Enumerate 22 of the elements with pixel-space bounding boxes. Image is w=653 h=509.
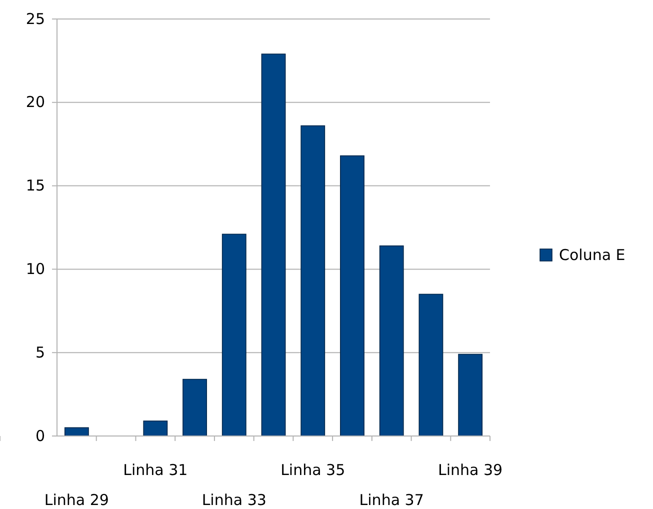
bar: [340, 155, 364, 436]
y-tick-label: 5: [35, 343, 45, 362]
bar: [182, 378, 207, 436]
bar: [222, 234, 246, 436]
x-tick-label: Linha 33: [202, 491, 266, 509]
y-tick-label: 10: [26, 260, 45, 278]
x-tick-label: Linha 35: [280, 461, 346, 479]
bar: [418, 294, 444, 436]
bar: [143, 420, 168, 436]
x-tick-label: Linha 31: [123, 461, 188, 479]
x-tick-label: Linha 29: [44, 491, 109, 509]
bar: [300, 125, 326, 436]
bar: [379, 245, 404, 436]
y-tick-label: 15: [26, 176, 45, 195]
legend-label: Coluna E: [559, 246, 626, 264]
y-tick-label: 20: [26, 93, 45, 112]
bar: [261, 54, 286, 436]
bar: [458, 354, 483, 436]
y-tick-label: 0: [35, 426, 45, 445]
x-tick-label: Linha 39: [438, 461, 503, 479]
x-tick-label: Linha 37: [359, 491, 424, 509]
y-tick-label: 25: [26, 10, 45, 28]
